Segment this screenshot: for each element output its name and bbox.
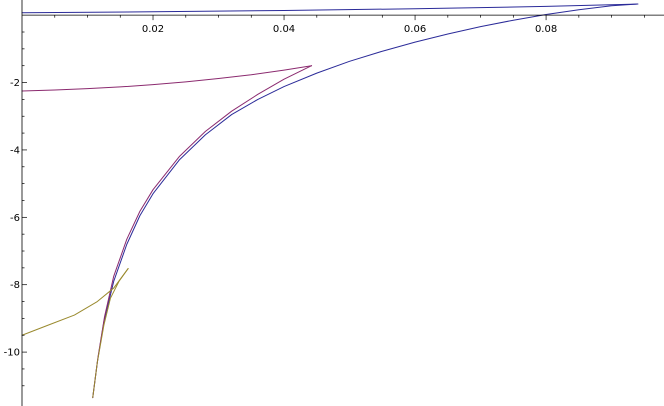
x-tick-label: 0.04 [273, 24, 295, 35]
x-tick-label: 0.02 [142, 24, 164, 35]
series-line-3 [21, 65, 313, 92]
y-tick-label: -4 [10, 145, 20, 156]
y-tick-label: -6 [10, 213, 20, 224]
y-tick-label: -10 [4, 348, 20, 359]
y-tick-label: -2 [10, 78, 20, 89]
ticks: 0.02 0.04 0.06 0.08 -2 -4 -6 -8 -10 [4, 15, 645, 387]
x-tick-label: 0.08 [535, 24, 557, 35]
series-line-6 [92, 268, 129, 399]
y-tick-label: -8 [10, 280, 20, 291]
x-tick-label: 0.06 [404, 24, 426, 35]
series-line-1 [21, 3, 639, 14]
series-line-5 [21, 268, 129, 336]
series-layer [21, 3, 639, 399]
series-line-4 [92, 65, 313, 399]
axes [21, 0, 664, 406]
series-line-2 [92, 3, 639, 399]
